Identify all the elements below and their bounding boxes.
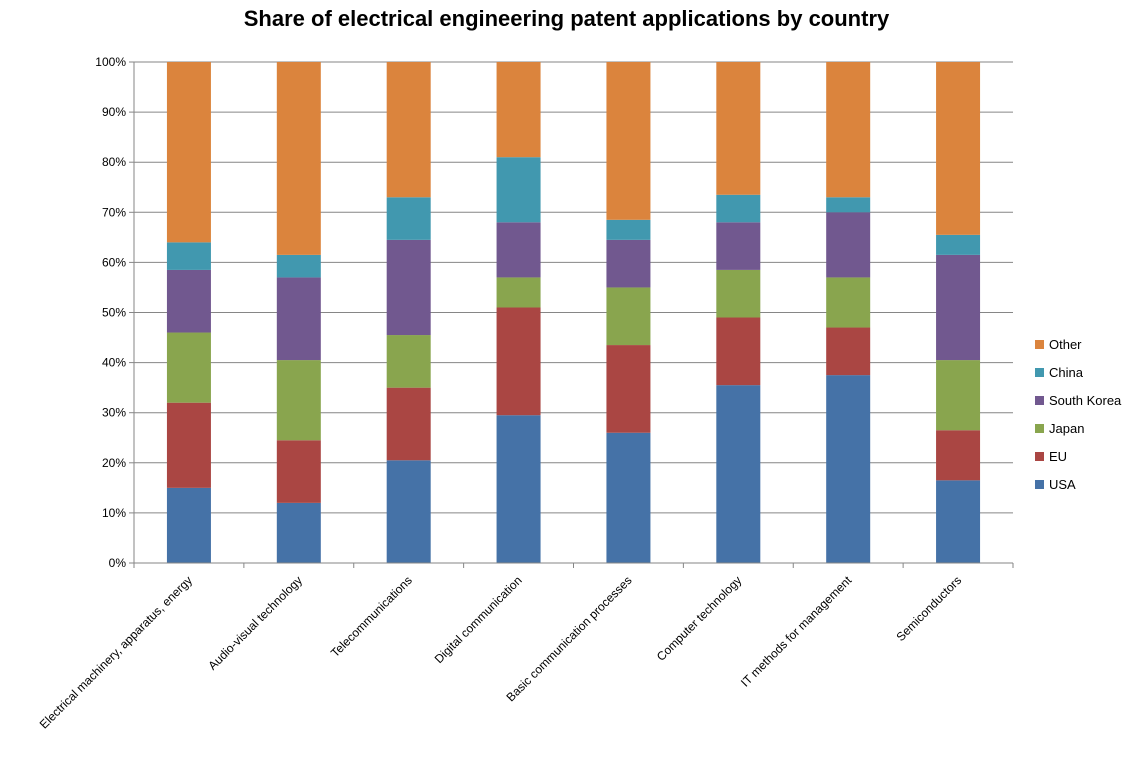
legend-label-south-korea: South Korea — [1049, 393, 1122, 408]
y-tick-label: 20% — [102, 456, 126, 470]
bar-segment-usa — [936, 480, 981, 563]
bar-segment-other — [606, 62, 651, 220]
legend-label-china: China — [1049, 365, 1084, 380]
x-tick-label: Semiconductors — [893, 573, 964, 644]
y-tick-label: 80% — [102, 155, 126, 169]
bar-segment-japan — [716, 269, 761, 318]
legend-label-eu: EU — [1049, 449, 1067, 464]
bar-segment-usa — [826, 375, 871, 563]
bar-segment-china — [606, 219, 651, 240]
bar-segment-eu — [606, 345, 651, 433]
bar-segment-eu — [166, 402, 211, 488]
bar-segment-eu — [276, 440, 321, 503]
bars — [166, 62, 981, 563]
y-tick-labels: 0% 10% 20% 30% 40% 50% 60% 70% 80% 90% 100% — [95, 55, 126, 570]
bar-segment-japan — [606, 287, 651, 346]
legend-swatch-south-korea — [1035, 396, 1044, 405]
x-tick-labels: Electrical machinery, apparatus, energy A… — [37, 573, 964, 732]
bar-segment-china — [276, 254, 321, 278]
bar-segment-eu — [386, 387, 431, 461]
y-tick-label: 100% — [95, 55, 126, 69]
bar-segment-south-korea — [166, 269, 211, 333]
bar-segment-south-korea — [936, 254, 981, 361]
legend-swatch-usa — [1035, 480, 1044, 489]
bar-segment-other — [496, 62, 541, 158]
x-tick-label: Telecommunications — [328, 573, 415, 660]
bar-segment-japan — [166, 332, 211, 403]
bar-segment-south-korea — [276, 277, 321, 361]
x-tick-label: Basic communication processes — [503, 573, 634, 704]
bar-segment-usa — [276, 502, 321, 563]
legend-swatch-japan — [1035, 424, 1044, 433]
bar-segment-south-korea — [716, 222, 761, 270]
x-tick-label: Computer technology — [654, 573, 745, 664]
bar-segment-other — [716, 62, 761, 195]
bar-segment-south-korea — [386, 239, 431, 336]
bar-segment-other — [166, 62, 211, 243]
bar-segment-south-korea — [496, 222, 541, 278]
legend-swatch-other — [1035, 340, 1044, 349]
bar-segment-south-korea — [606, 239, 651, 288]
y-tick-label: 90% — [102, 105, 126, 119]
y-tick-label: 0% — [109, 556, 127, 570]
axes — [129, 61, 1014, 568]
y-tick-label: 40% — [102, 356, 126, 370]
bar-segment-eu — [496, 307, 541, 416]
bar-segment-china — [386, 197, 431, 240]
bar-segment-eu — [936, 430, 981, 481]
bar-segment-japan — [496, 277, 541, 308]
x-tick-label: Digital communication — [432, 573, 525, 666]
legend-label-japan: Japan — [1049, 421, 1084, 436]
legend-label-other: Other — [1049, 337, 1082, 352]
bar-segment-eu — [716, 317, 761, 386]
x-tick-label: Audio-visual technology — [205, 573, 305, 673]
bar-segment-china — [496, 157, 541, 223]
x-tick-label: IT methods for management — [738, 573, 855, 690]
y-tick-label: 10% — [102, 506, 126, 520]
bar-segment-china — [936, 234, 981, 255]
bar-segment-usa — [386, 460, 431, 563]
bar-segment-china — [166, 242, 211, 270]
bar-segment-other — [826, 62, 871, 198]
legend-label-usa: USA — [1049, 477, 1076, 492]
bar-segment-eu — [826, 327, 871, 376]
bar-segment-china — [826, 197, 871, 213]
bar-segment-south-korea — [826, 212, 871, 278]
gridlines — [134, 61, 1013, 514]
y-tick-label: 30% — [102, 406, 126, 420]
x-tick-label: Electrical machinery, apparatus, energy — [37, 573, 195, 731]
bar-segment-usa — [716, 385, 761, 563]
bar-segment-usa — [606, 432, 651, 563]
y-tick-label: 60% — [102, 255, 126, 269]
chart-title: Share of electrical engineering patent a… — [243, 6, 890, 31]
y-tick-label: 70% — [102, 205, 126, 219]
bar-segment-japan — [386, 335, 431, 388]
y-tick-label: 50% — [102, 306, 126, 320]
bar-segment-usa — [496, 415, 541, 563]
bar-segment-other — [936, 62, 981, 235]
bar-segment-other — [386, 62, 431, 198]
bar-segment-usa — [166, 487, 211, 563]
legend: Other China South Korea Japan EU USA — [1035, 337, 1122, 492]
legend-swatch-eu — [1035, 452, 1044, 461]
bar-segment-china — [716, 194, 761, 223]
bar-segment-other — [276, 62, 321, 255]
bar-segment-japan — [276, 360, 321, 441]
bar-segment-japan — [936, 360, 981, 431]
legend-swatch-china — [1035, 368, 1044, 377]
bar-segment-japan — [826, 277, 871, 328]
